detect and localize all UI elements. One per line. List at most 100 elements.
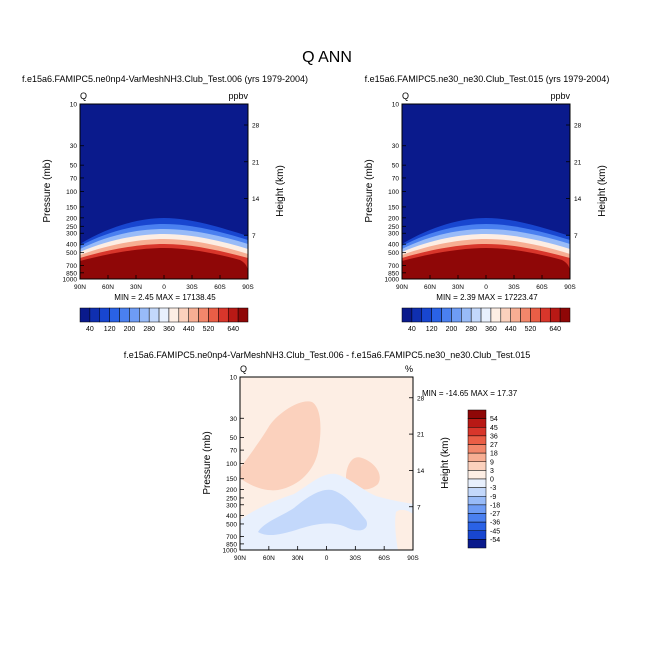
colorbar-label: 440: [183, 326, 195, 333]
y-tick-label: 50: [70, 163, 78, 170]
y-tick-label: 500: [388, 250, 399, 257]
y2-tick-label: 21: [574, 159, 582, 166]
y-tick-label: 850: [66, 270, 77, 277]
y-tick-label: 300: [226, 502, 237, 509]
y-tick-label: 850: [226, 541, 237, 548]
x-tick-label: 60N: [263, 555, 275, 562]
x-tick-label: 60N: [102, 284, 114, 291]
y-tick-label: 250: [226, 495, 237, 502]
y2-tick-label: 14: [417, 468, 425, 475]
y-tick-label: 200: [66, 215, 77, 222]
contour-field: [240, 377, 413, 550]
y-tick-label: 500: [226, 521, 237, 528]
colorbar-box: [208, 307, 219, 323]
y2-tick-label: 14: [252, 196, 260, 203]
x-tick-label: 0: [325, 555, 329, 562]
x-tick-label: 30N: [130, 284, 142, 291]
colorbar-label: -9: [490, 494, 496, 501]
x-tick-label: 90N: [234, 555, 246, 562]
y-tick-label: 50: [392, 163, 400, 170]
panel-model-b: f.e15a6.FAMIPC5.ne30_ne30.Club_Test.015 …: [364, 74, 609, 333]
y-tick-label: 150: [226, 476, 237, 483]
y-tick-label: 100: [66, 189, 77, 196]
x-tick-label: 60S: [214, 284, 226, 291]
colorbar-box: [227, 307, 239, 323]
contour-field: [80, 104, 248, 279]
variable-label: Q: [80, 91, 87, 101]
colorbar-label: 40: [408, 326, 416, 333]
colorbar-box: [467, 496, 487, 506]
colorbar-label: -3: [490, 485, 496, 492]
colorbar-box: [510, 307, 521, 323]
contour-band: [402, 248, 570, 279]
colorbar-box: [467, 427, 487, 437]
negative-anomaly: [258, 489, 368, 536]
colorbar-box: [467, 530, 487, 540]
positive-anomaly: [240, 401, 321, 491]
y2-axis-label: Height (km): [440, 437, 451, 489]
colorbar-box: [168, 307, 180, 323]
x-tick-label: 0: [162, 284, 166, 291]
panel-title: f.e15a6.FAMIPC5.ne0np4-VarMeshNH3.Club_T…: [22, 74, 308, 84]
y2-axis-label: Height (km): [275, 165, 286, 217]
y2-tick-label: 28: [574, 123, 582, 130]
y2-tick-label: 28: [417, 395, 425, 402]
y-tick-label: 300: [388, 231, 399, 238]
colorbar-label: 40: [86, 326, 94, 333]
x-tick-label: 60S: [536, 284, 548, 291]
colorbar-box: [467, 504, 487, 514]
colorbar-box: [218, 307, 229, 323]
colorbar-box: [467, 513, 487, 523]
colorbar-box: [520, 307, 531, 323]
y-tick-label: 10: [70, 102, 78, 109]
colorbar-box: [470, 307, 482, 323]
x-tick-label: 90S: [242, 284, 254, 291]
y2-tick-label: 21: [252, 159, 260, 166]
colorbar-box: [401, 307, 413, 323]
colorbar-label: 36: [490, 433, 498, 440]
x-tick-label: 0: [484, 284, 488, 291]
colorbar-box: [467, 409, 487, 419]
panel-model-a: f.e15a6.FAMIPC5.ne0np4-VarMeshNH3.Club_T…: [22, 74, 308, 333]
stats-label: MIN = 2.39 MAX = 17223.47: [436, 293, 538, 302]
colorbar-box: [139, 307, 150, 323]
y-tick-label: 200: [226, 487, 237, 494]
colorbar-box: [480, 307, 492, 323]
colorbar-box: [129, 307, 140, 323]
colorbar-label: -18: [490, 502, 500, 509]
figure-title: Q ANN: [302, 49, 352, 66]
colorbar-box: [188, 307, 199, 323]
colorbar-label: 280: [465, 326, 477, 333]
colorbar-box: [467, 539, 487, 549]
colorbar-box: [530, 307, 541, 323]
contour-field: [402, 104, 570, 279]
colorbar-box: [421, 307, 432, 323]
colorbar-label: 640: [549, 326, 561, 333]
colorbar-label: -27: [490, 511, 500, 518]
x-tick-label: 30S: [186, 284, 198, 291]
colorbar-label: 200: [446, 326, 458, 333]
colorbar-box: [467, 418, 487, 428]
colorbar-box: [451, 307, 462, 323]
units-label: ppbv: [550, 91, 570, 101]
y-tick-label: 250: [388, 224, 399, 231]
y-axis-label: Pressure (mb): [202, 431, 213, 494]
colorbar-label: 3: [490, 468, 494, 475]
variable-label: Q: [240, 364, 247, 374]
colorbar-label: -45: [490, 528, 500, 535]
colorbar-label: 520: [525, 326, 537, 333]
colorbar-box: [467, 487, 487, 497]
stats-label: MIN = 2.45 MAX = 17138.45: [114, 293, 216, 302]
y-tick-label: 300: [66, 231, 77, 238]
x-tick-label: 30S: [350, 555, 362, 562]
colorbar-label: 440: [505, 326, 517, 333]
positive-anomaly: [346, 457, 380, 490]
colorbar-box: [467, 461, 487, 471]
colorbar-label: 280: [143, 326, 155, 333]
colorbar-label: 0: [490, 477, 494, 484]
y2-tick-label: 21: [417, 432, 425, 439]
colorbar-box: [467, 478, 487, 488]
y-tick-label: 700: [66, 263, 77, 270]
y-tick-label: 1000: [63, 277, 78, 284]
y-tick-label: 700: [226, 534, 237, 541]
